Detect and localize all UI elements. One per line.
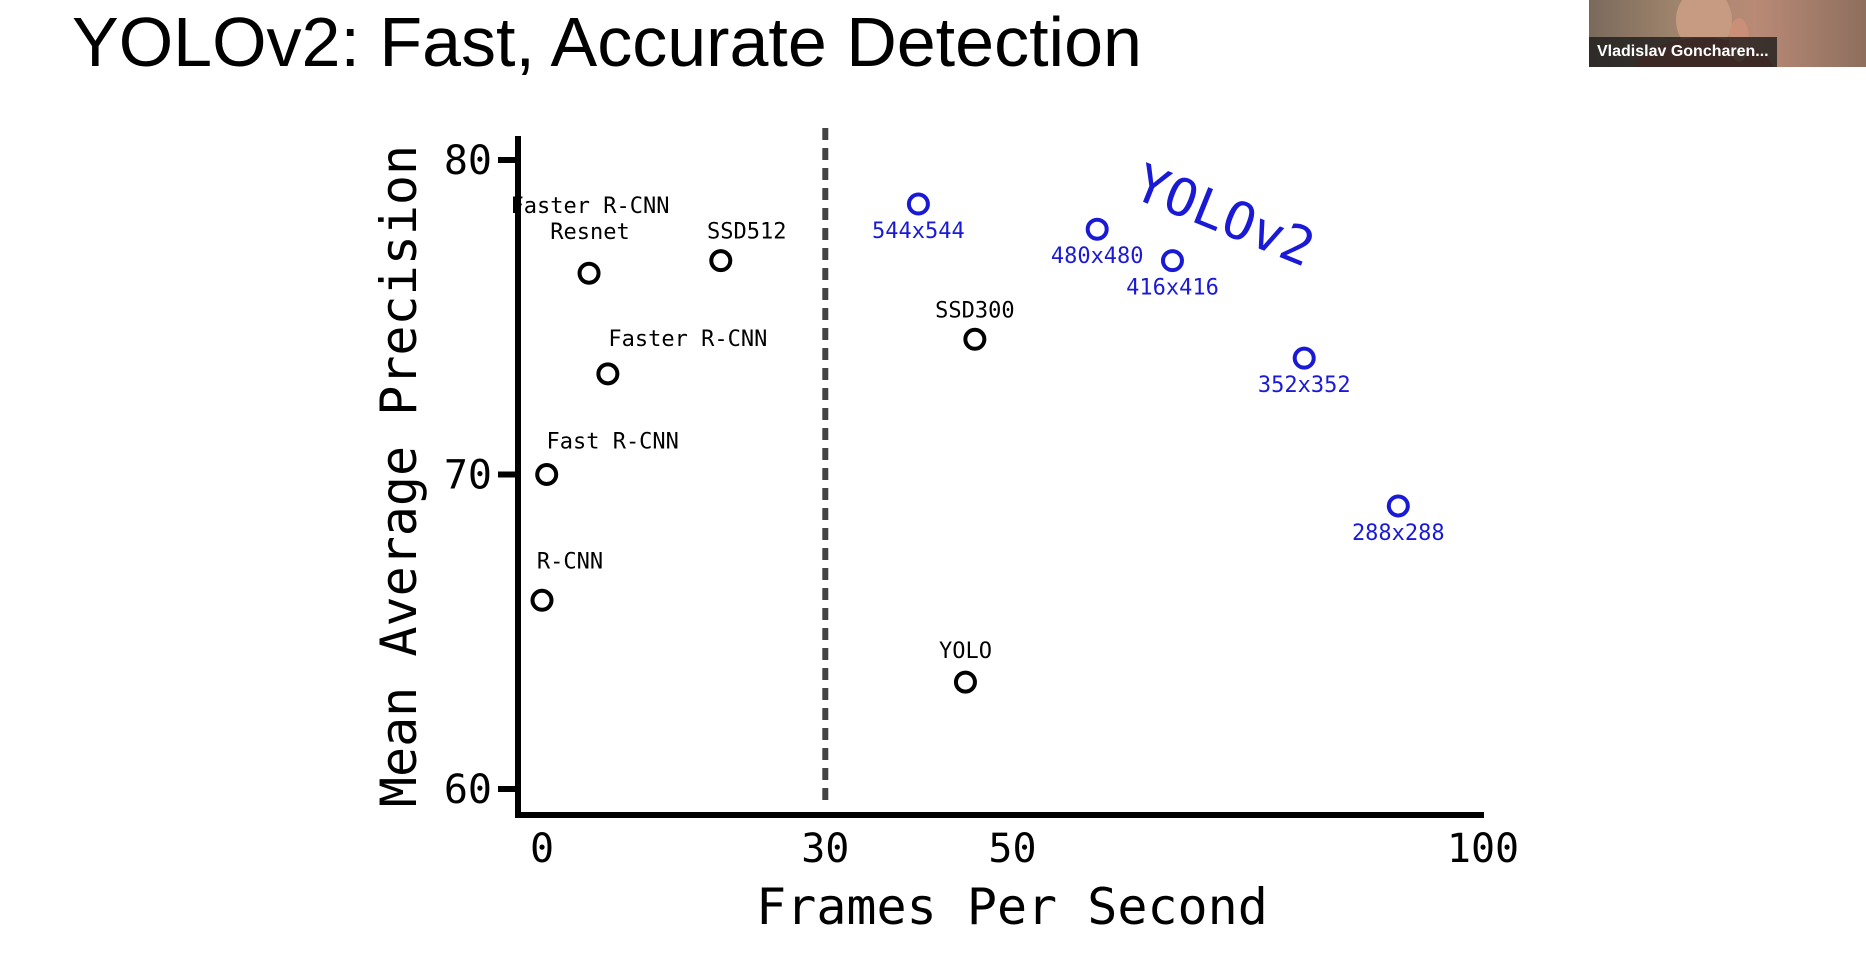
data-point-label: Fast R-CNN [546,430,678,455]
baseline-data-point [577,261,601,285]
data-point-label: 352x352 [1258,373,1351,398]
yolov2-data-point [1085,217,1109,241]
webcam-video-tile[interactable]: Vladislav Goncharen... [1589,0,1866,67]
x-axis-label: Frames Per Second [756,878,1268,936]
y-tick-label: 80 [444,138,492,184]
data-point-label: SSD300 [935,298,1014,323]
baseline-data-point [530,588,554,612]
x-tick-label: 50 [988,826,1036,872]
data-point-label: 416x416 [1126,276,1219,301]
yolov2-data-point [1292,346,1316,370]
participant-name-label: Vladislav Goncharen... [1589,37,1777,67]
data-point-label: Resnet [550,220,629,245]
y-tick-label: 70 [444,453,492,499]
axis-ticks: 60 70 80 0 30 50 100 [444,138,1519,872]
baseline-data-point [963,327,987,351]
yolov2-data-point [1386,494,1410,518]
baseline-data-point [709,249,733,273]
yolov2-data-point [906,192,930,216]
data-point-label: Faster R-CNN [608,327,767,352]
chart-axes [515,128,1484,818]
x-tick-label: 100 [1447,826,1519,872]
data-point-label: Faster R-CNN [511,194,670,219]
data-point-label: 480x480 [1051,244,1144,269]
yolov2-series-label: YOLOv2 [1126,153,1323,279]
slide-title: YOLOv2: Fast, Accurate Detection [72,3,1142,81]
x-tick-label: 0 [530,826,554,872]
y-axis-label: Mean Average Precision [370,145,428,807]
baseline-data-point [953,670,977,694]
x-tick-label: 30 [801,826,849,872]
data-point-label: SSD512 [707,220,786,245]
data-point-label: 544x544 [872,219,965,244]
baseline-data-point [596,362,620,386]
y-tick-label: 60 [444,767,492,813]
data-point-label: YOLO [939,639,992,664]
data-point-label: R-CNN [537,549,603,574]
baseline-data-point [535,463,559,486]
yolov2-data-point [1160,249,1184,273]
data-point-label: 288x288 [1352,521,1445,546]
